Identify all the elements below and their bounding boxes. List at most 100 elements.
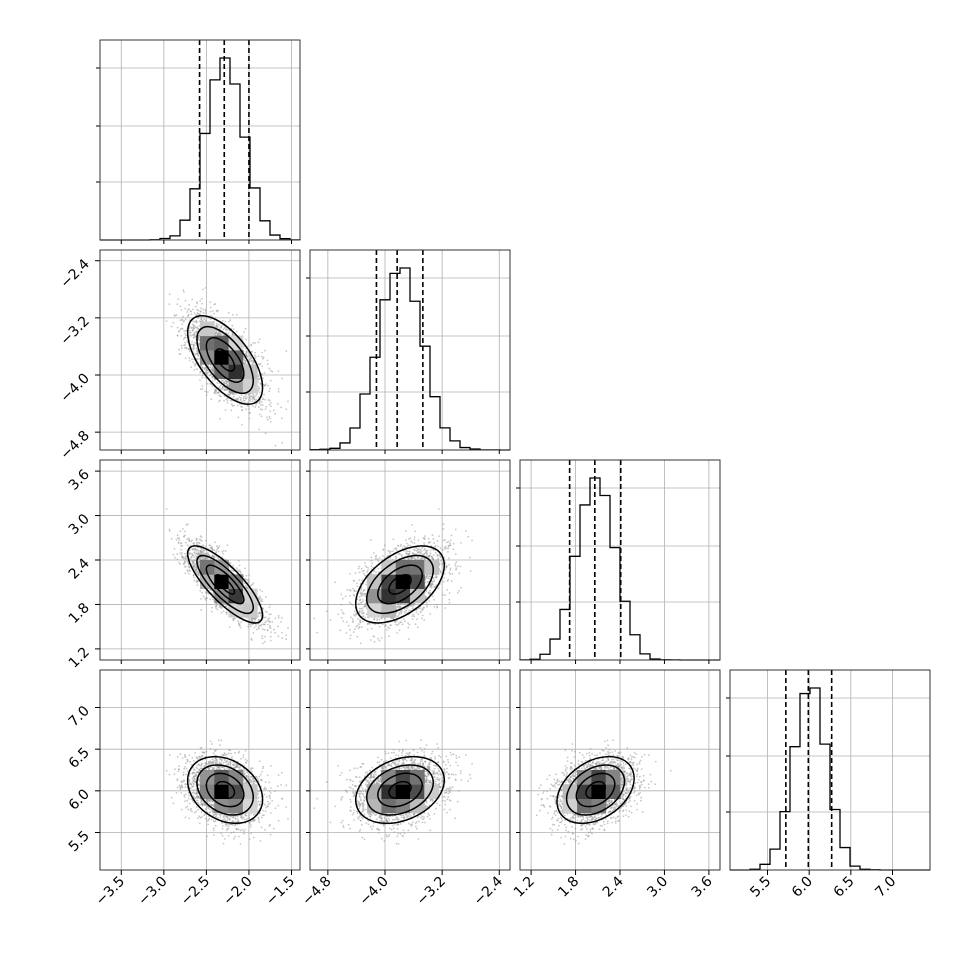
sample-point: [236, 314, 238, 316]
sample-point: [281, 442, 283, 444]
sample-point: [199, 372, 201, 374]
sample-point: [250, 625, 252, 627]
sample-point: [201, 319, 203, 321]
sample-point: [269, 416, 271, 418]
sample-point: [206, 597, 208, 599]
sample-point: [203, 312, 205, 314]
sample-point: [264, 372, 266, 374]
sample-point: [278, 370, 280, 372]
sample-point: [192, 330, 194, 332]
sample-point: [215, 552, 217, 554]
sample-point: [251, 360, 253, 362]
sample-point: [236, 331, 238, 333]
sample-point: [245, 408, 247, 410]
histogram-panel-2: [306, 250, 510, 450]
sample-point: [231, 410, 233, 412]
sample-point: [199, 300, 201, 302]
sample-point: [254, 398, 256, 400]
sample-point: [281, 378, 283, 380]
sample-point: [185, 319, 187, 321]
sample-point: [264, 629, 266, 631]
sample-point: [274, 632, 276, 634]
sample-point: [195, 320, 197, 322]
sample-point: [237, 405, 239, 407]
sample-point: [201, 540, 203, 542]
sample-point: [270, 370, 272, 372]
sample-point: [259, 612, 261, 614]
sample-point: [260, 363, 262, 365]
sample-point: [238, 416, 240, 418]
sample-point: [258, 386, 260, 388]
sample-point: [178, 330, 180, 332]
sample-point: [216, 332, 218, 334]
sample-point: [219, 386, 221, 388]
sample-point: [269, 625, 271, 627]
sample-point: [185, 300, 187, 302]
sample-point: [221, 612, 223, 614]
sample-point: [201, 303, 203, 305]
sample-point: [263, 624, 265, 626]
sample-point: [263, 394, 265, 396]
sample-point: [203, 319, 205, 321]
sample-point: [209, 301, 211, 303]
sample-point: [189, 350, 191, 352]
sample-point: [191, 299, 193, 301]
sample-point: [199, 551, 201, 553]
sample-point: [239, 569, 241, 571]
sample-point: [191, 341, 193, 343]
sample-point: [184, 566, 186, 568]
sample-point: [242, 409, 244, 411]
sample-point: [188, 573, 190, 575]
sample-point: [198, 542, 200, 544]
sample-point: [200, 388, 202, 390]
sample-point: [267, 629, 269, 631]
sample-point: [244, 568, 246, 570]
sample-point: [189, 570, 191, 572]
sample-point: [190, 366, 192, 368]
sample-point: [269, 621, 271, 623]
sample-point: [266, 417, 268, 419]
sample-point: [212, 310, 214, 312]
sample-point: [185, 558, 187, 560]
sample-point: [184, 553, 186, 555]
sample-point: [192, 334, 194, 336]
sample-point: [278, 388, 280, 390]
sample-point: [217, 334, 219, 336]
sample-point: [270, 640, 272, 642]
sample-point: [202, 385, 204, 387]
sample-point: [252, 632, 254, 634]
sample-point: [204, 367, 206, 369]
sample-point: [262, 642, 264, 644]
sample-point: [192, 361, 194, 363]
sample-point: [254, 342, 256, 344]
sample-point: [171, 326, 173, 328]
sample-point: [192, 554, 194, 556]
sample-point: [252, 362, 254, 364]
sample-point: [190, 541, 192, 543]
sample-point: [285, 408, 287, 410]
sample-point: [169, 293, 171, 295]
sample-point: [197, 571, 199, 573]
sample-point: [223, 328, 225, 330]
sample-point: [281, 637, 283, 639]
sample-point: [205, 312, 207, 314]
sample-point: [239, 399, 241, 401]
sample-point: [267, 385, 269, 387]
sample-point: [176, 303, 178, 305]
sample-point: [245, 328, 247, 330]
sample-point: [254, 620, 256, 622]
sample-point: [209, 545, 211, 547]
sample-point: [228, 321, 230, 323]
sample-point: [270, 405, 272, 407]
sample-point: [198, 358, 200, 360]
sample-point: [244, 395, 246, 397]
sample-point: [225, 409, 227, 411]
sample-point: [270, 631, 272, 633]
sample-point: [257, 376, 259, 378]
sample-point: [188, 304, 190, 306]
sample-point: [212, 385, 214, 387]
sample-point: [261, 401, 263, 403]
sample-point: [246, 575, 248, 577]
sample-point: [220, 385, 222, 387]
sample-point: [248, 408, 250, 410]
